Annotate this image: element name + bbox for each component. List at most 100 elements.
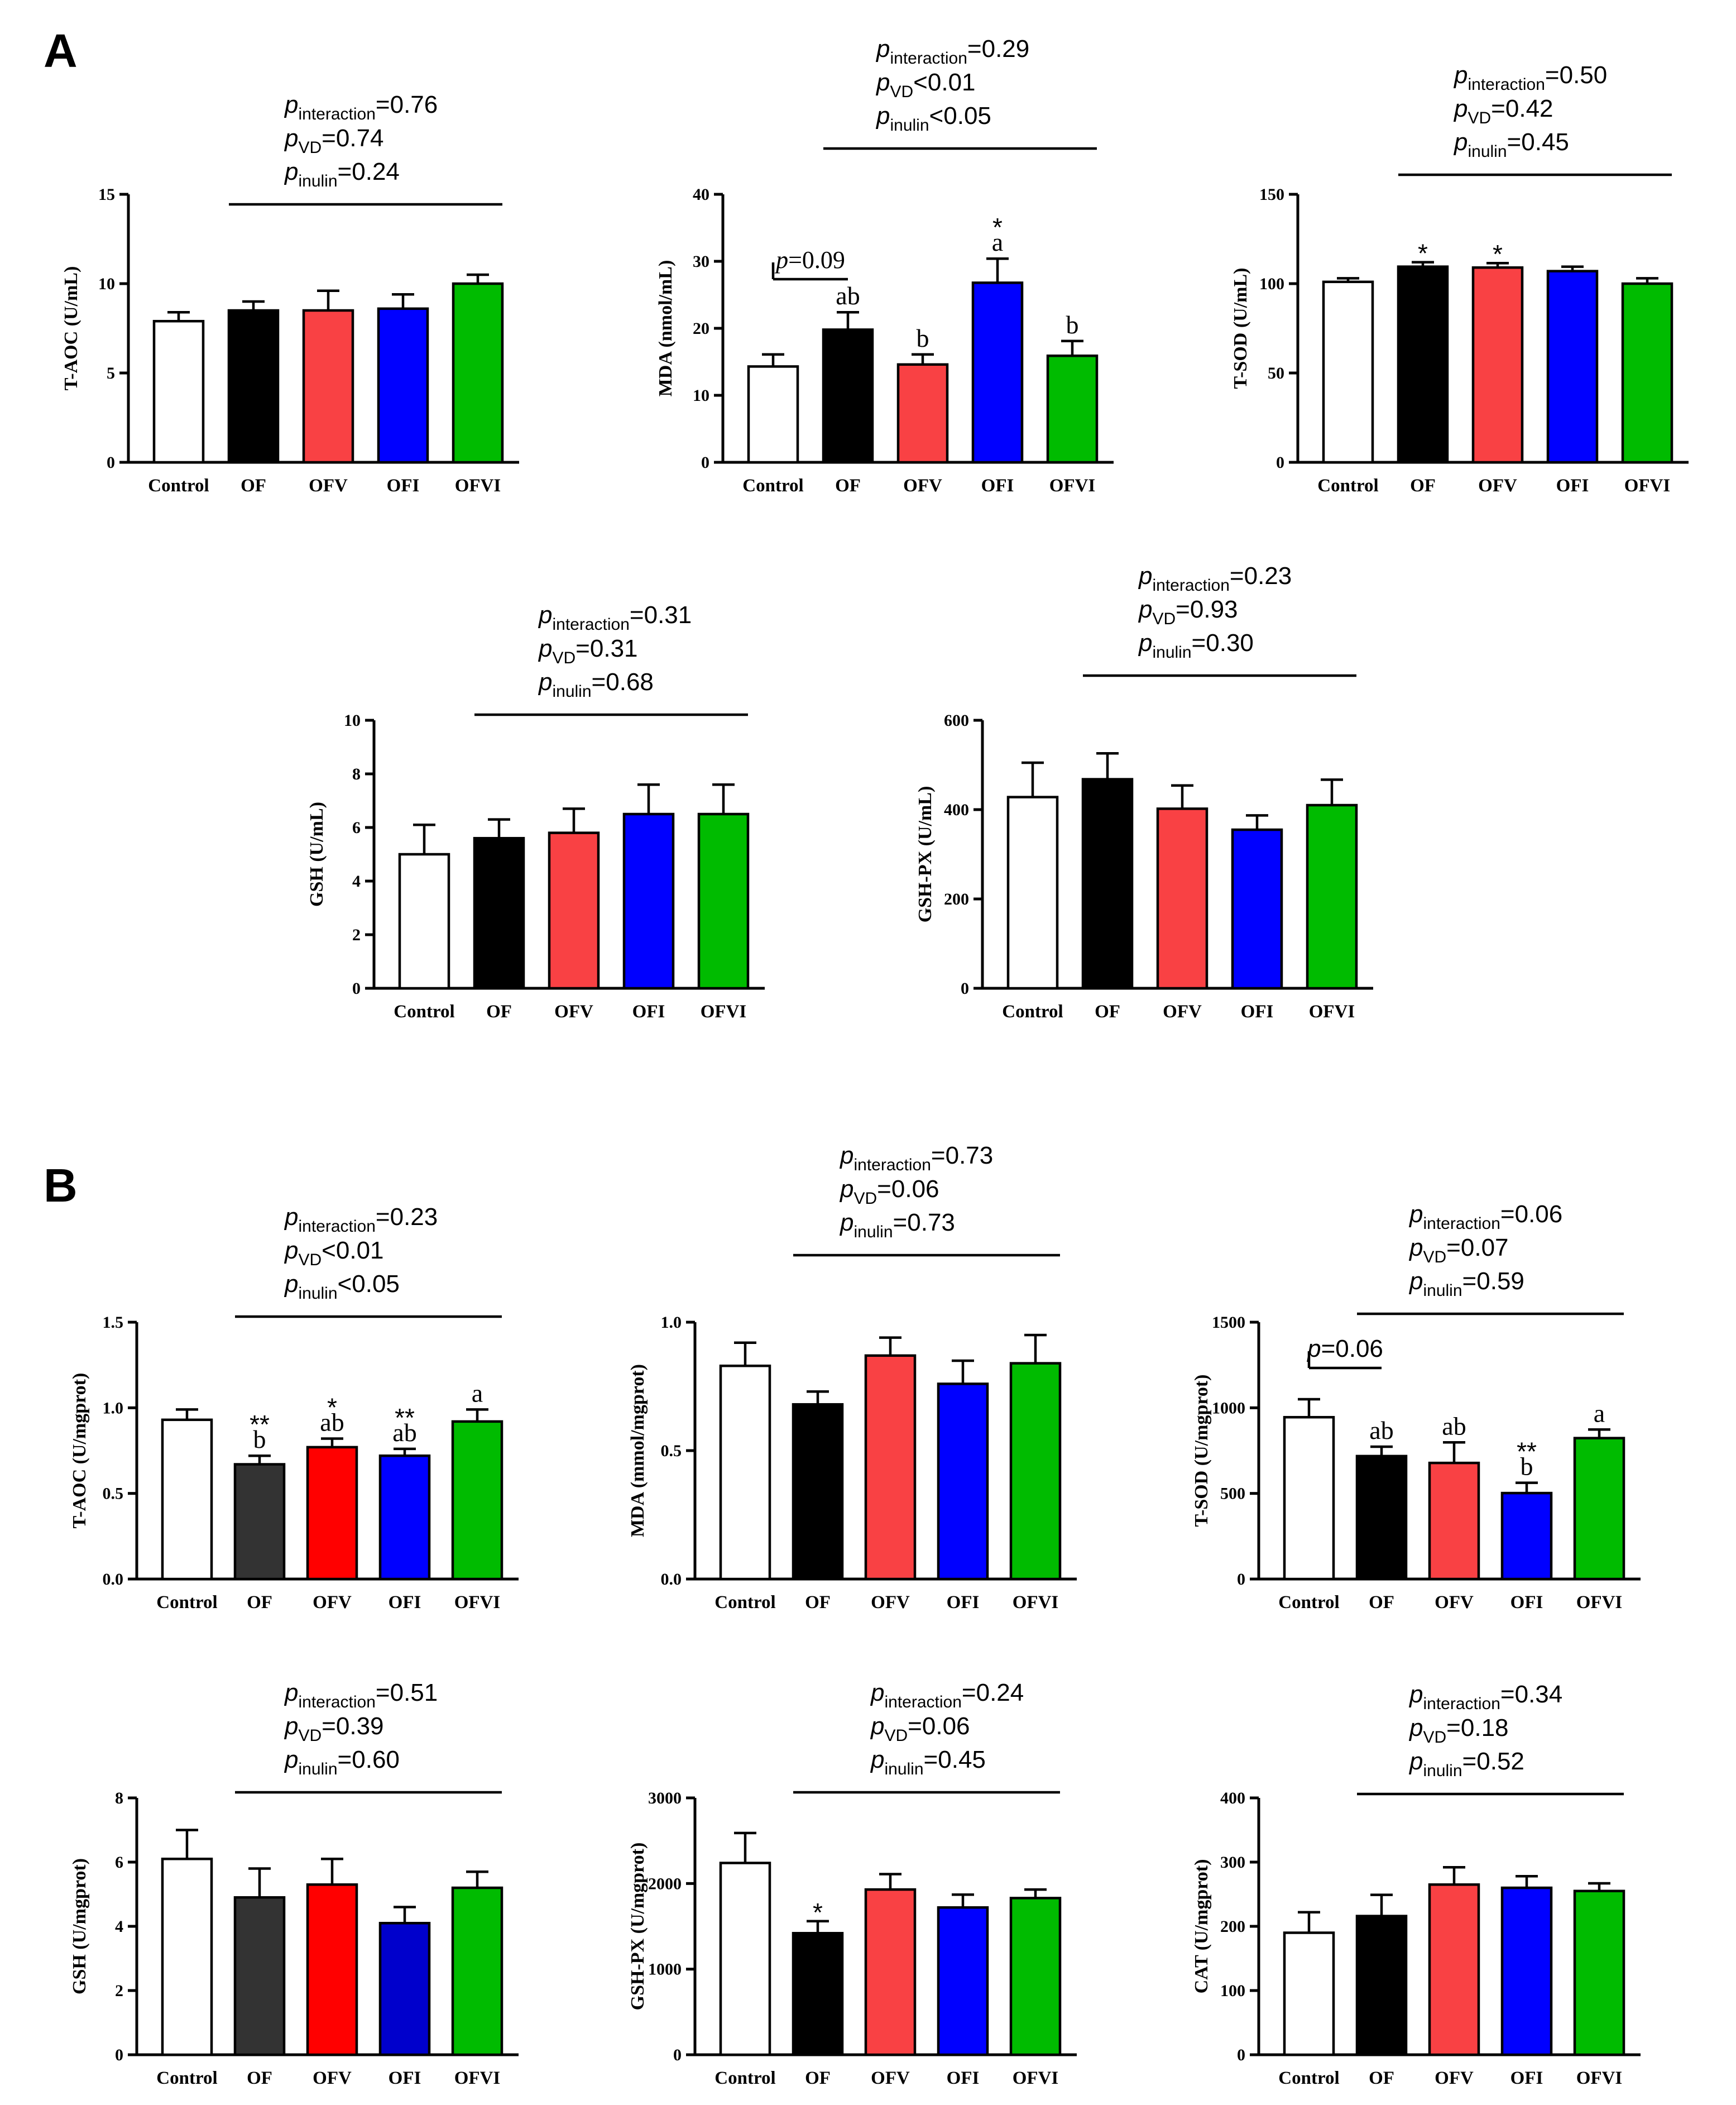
stat-inulin: pinulin=0.60 bbox=[284, 1746, 400, 1778]
y-tick-label: 4 bbox=[115, 1917, 123, 1936]
y-tick-label: 1.5 bbox=[103, 1313, 124, 1332]
stat-inulin: pinulin=0.59 bbox=[1408, 1267, 1524, 1300]
x-tick-label: OFV bbox=[1435, 1592, 1474, 1613]
bar-ofvi bbox=[452, 282, 504, 464]
significance-letter: ab bbox=[320, 1408, 344, 1437]
y-tick-label: 20 bbox=[693, 319, 709, 338]
x-tick-label: OFI bbox=[389, 2068, 421, 2088]
bar-ofv bbox=[896, 363, 949, 464]
y-tick-label: 100 bbox=[1220, 1982, 1245, 2000]
bar-of bbox=[792, 1932, 844, 2056]
significance-letter: ab bbox=[1369, 1416, 1393, 1444]
y-tick-label: 0.5 bbox=[103, 1485, 124, 1503]
y-tick-label: 200 bbox=[1220, 1917, 1245, 1936]
x-tick-label: OFV bbox=[309, 476, 348, 496]
y-axis-title: T-SOD (U/mgprot) bbox=[1191, 1375, 1212, 1527]
bar-ofi bbox=[937, 1906, 989, 2056]
stat-inulin: pinulin=0.45 bbox=[870, 1746, 986, 1778]
significance-star: ** bbox=[395, 1403, 415, 1432]
y-tick-label: 1.0 bbox=[661, 1313, 682, 1332]
stat-vd: pVD<0.01 bbox=[284, 1237, 384, 1269]
significance-star: * bbox=[327, 1393, 337, 1422]
significance-letter: ab bbox=[836, 281, 860, 310]
bar-of bbox=[1397, 265, 1449, 464]
chart-a-gsh: 0 2 4 6 8 10 GSH (U/mL) Control OF OFV OFI OFVI pint… bbox=[306, 601, 765, 1022]
y-axis-title: GSH-PX (U/mL) bbox=[915, 786, 936, 923]
stat-vd: pVD=0.07 bbox=[1408, 1234, 1509, 1266]
y-tick-label: 0 bbox=[1237, 2046, 1245, 2064]
y-axis-title: MDA (nmol/mL) bbox=[655, 260, 676, 397]
chart-a-gshpx: 0 200 400 600 GSH-PX (U/mL) Control OF OFV OFI OF… bbox=[915, 562, 1373, 1022]
bar-of bbox=[1355, 1915, 1408, 2056]
x-tick-label: OFV bbox=[313, 1592, 352, 1613]
stat-inulin: pinulin=0.30 bbox=[1138, 629, 1254, 662]
stat-inulin: pinulin=0.24 bbox=[284, 158, 400, 190]
bar-ofv bbox=[306, 1446, 358, 1581]
bar-of bbox=[233, 1896, 286, 2056]
x-tick-label: OF bbox=[486, 1002, 512, 1022]
y-tick-label: 400 bbox=[944, 801, 969, 819]
stat-inulin: pinulin=0.52 bbox=[1408, 1748, 1524, 1780]
y-tick-label: 150 bbox=[1259, 185, 1284, 204]
bar-ofv bbox=[864, 1354, 917, 1581]
bar-ofvi bbox=[1306, 803, 1358, 990]
y-tick-label: 100 bbox=[1259, 275, 1284, 293]
bar-ofv bbox=[864, 1888, 917, 2056]
y-tick-label: 10 bbox=[344, 711, 361, 730]
x-tick-label: OFVI bbox=[1013, 2068, 1059, 2088]
x-tick-label: OF bbox=[247, 1592, 272, 1613]
x-tick-label: OFI bbox=[1241, 1002, 1274, 1022]
bar-ofvi bbox=[1009, 1362, 1062, 1581]
bar-ofi bbox=[937, 1382, 989, 1581]
y-tick-label: 10 bbox=[693, 386, 709, 405]
bar-of bbox=[233, 1463, 286, 1581]
y-tick-label: 0.0 bbox=[661, 1570, 682, 1589]
y-tick-label: 400 bbox=[1220, 1789, 1245, 1807]
bar-ofi bbox=[378, 1922, 431, 2056]
stat-vd: pVD=0.31 bbox=[538, 635, 638, 667]
y-tick-label: 0.0 bbox=[103, 1570, 124, 1589]
significance-letter: b bbox=[1521, 1452, 1533, 1481]
significance-star: * bbox=[813, 1898, 823, 1927]
stat-inulin: pinulin=0.68 bbox=[538, 668, 654, 701]
y-tick-label: 0 bbox=[1276, 453, 1284, 472]
x-tick-label: OFI bbox=[1510, 2068, 1543, 2088]
x-tick-label: Control bbox=[394, 1002, 454, 1022]
x-tick-label: OFV bbox=[1435, 2068, 1474, 2088]
y-axis-title: MDA (mmol/mgprot) bbox=[627, 1364, 648, 1537]
bar-ofvi bbox=[697, 812, 750, 990]
stat-inulin: pinulin<0.05 bbox=[284, 1270, 400, 1303]
x-tick-label: Control bbox=[156, 2068, 217, 2088]
bar-control bbox=[747, 365, 799, 464]
y-axis-title: CAT (U/mgprot) bbox=[1191, 1859, 1212, 1994]
y-tick-label: 2 bbox=[115, 1982, 123, 2000]
chart-b-gsh: 0 2 4 6 8 GSH (U/mgprot) Control OF OFV OFI OFVI pi… bbox=[69, 1679, 519, 2088]
x-tick-label: OFVI bbox=[454, 2068, 501, 2088]
x-tick-label: Control bbox=[1278, 2068, 1339, 2088]
y-tick-label: 6 bbox=[352, 819, 361, 837]
significance-star: ** bbox=[250, 1410, 270, 1439]
stat-interaction: pinteraction=0.51 bbox=[284, 1679, 438, 1711]
bar-of bbox=[473, 836, 525, 990]
x-tick-label: OFV bbox=[554, 1002, 593, 1022]
stat-inulin: pinulin<0.05 bbox=[875, 102, 991, 135]
y-tick-label: 0 bbox=[115, 2046, 123, 2064]
bar-ofv bbox=[306, 1883, 358, 2056]
bar-ofvi bbox=[451, 1886, 503, 2056]
significance-letter: b bbox=[1066, 310, 1079, 339]
x-tick-label: OF bbox=[805, 1592, 831, 1613]
x-tick-label: OF bbox=[1369, 1592, 1394, 1613]
stat-vd: pVD=0.06 bbox=[870, 1712, 970, 1745]
x-tick-label: OFV bbox=[1163, 1002, 1202, 1022]
chart-a-taoc: 0 5 10 15 T-AOC (U/mL) Control OF OFV OFI OFVI pin… bbox=[61, 91, 519, 496]
y-tick-label: 1.0 bbox=[103, 1399, 124, 1417]
bar-ofvi bbox=[1573, 1437, 1625, 1581]
x-tick-label: Control bbox=[148, 476, 209, 496]
x-tick-label: OFI bbox=[947, 1592, 980, 1613]
y-axis-title: T-AOC (U/mL) bbox=[61, 266, 81, 391]
y-tick-label: 0 bbox=[352, 979, 361, 998]
significance-letter: b bbox=[253, 1425, 266, 1453]
x-tick-label: OF bbox=[247, 2068, 272, 2088]
significance-letter: ab bbox=[392, 1418, 416, 1447]
bar-of bbox=[792, 1403, 844, 1581]
